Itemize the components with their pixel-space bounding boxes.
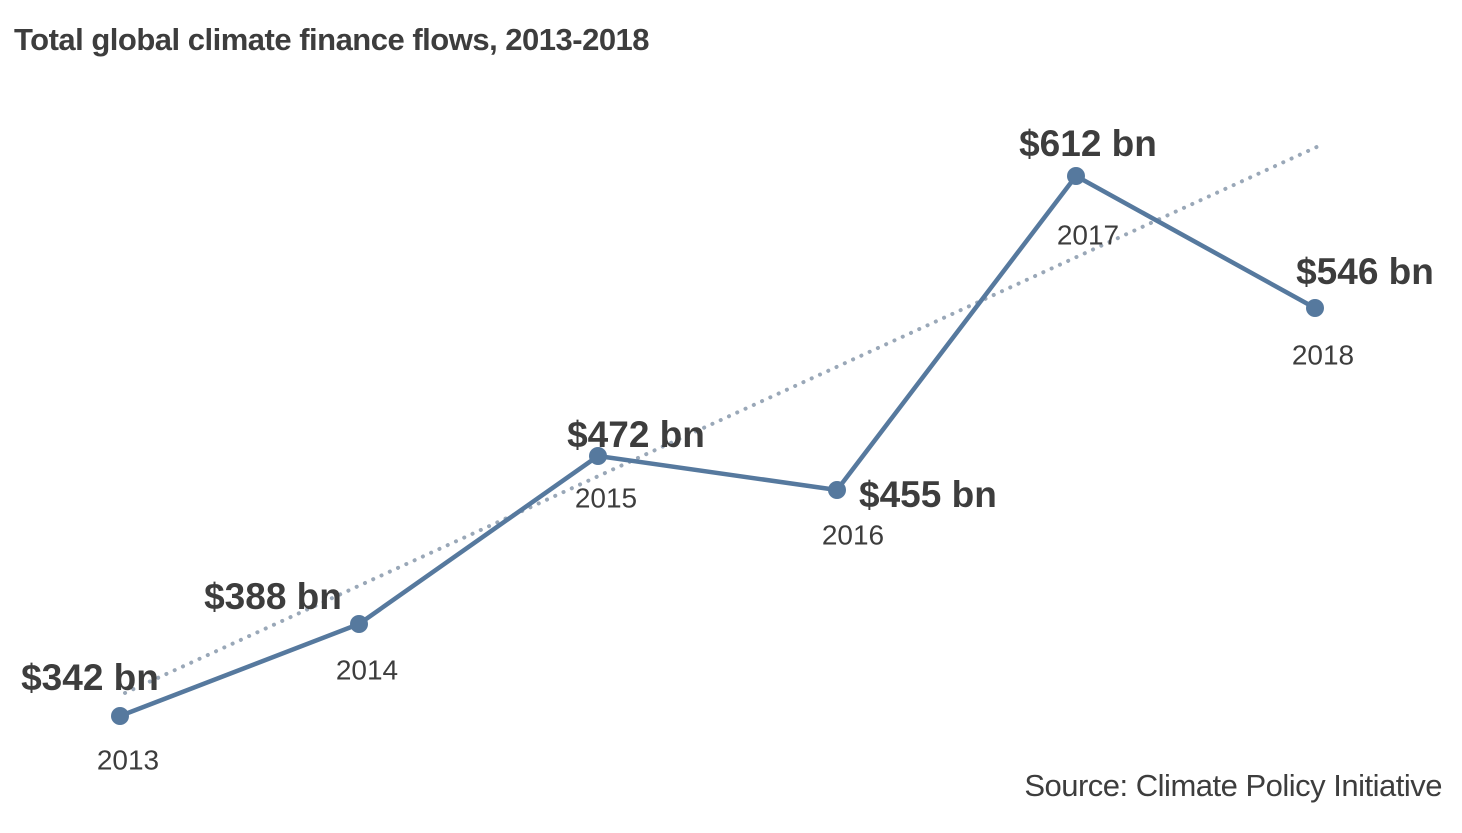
x-tick-label-2017: 2017	[1057, 219, 1119, 250]
value-label-2017: $612 bn	[1019, 123, 1157, 164]
x-tick-label-2013: 2013	[97, 744, 159, 775]
data-point-2015	[589, 447, 607, 465]
trendline-layer	[123, 142, 1325, 695]
x-tick-label-2018: 2018	[1292, 339, 1354, 370]
x-tick-label-2014: 2014	[336, 654, 398, 685]
data-point-2017	[1067, 167, 1085, 185]
series-line-layer	[117, 173, 1318, 719]
data-points-layer	[111, 167, 1324, 725]
trendline	[123, 142, 1325, 695]
chart-title: Total global climate finance flows, 2013…	[14, 22, 650, 57]
data-point-2018	[1306, 299, 1324, 317]
value-label-2016: $455 bn	[859, 474, 997, 515]
value-label-2013: $342 bn	[21, 657, 159, 698]
series-line	[117, 173, 1318, 719]
value-label-2018: $546 bn	[1296, 251, 1434, 292]
x-tick-label-2016: 2016	[822, 519, 884, 550]
value-label-2015: $472 bn	[567, 414, 705, 455]
chart-source: Source: Climate Policy Initiative	[1024, 768, 1442, 803]
x-tick-label-2015: 2015	[575, 482, 637, 513]
value-label-2014: $388 bn	[204, 576, 342, 617]
labels-layer: $342 bn 2013 $388 bn 2014 $472 bn 2015 $455 bn…	[21, 123, 1434, 776]
data-point-2016	[828, 481, 846, 499]
data-point-2013	[111, 707, 129, 725]
data-point-2014	[350, 615, 368, 633]
